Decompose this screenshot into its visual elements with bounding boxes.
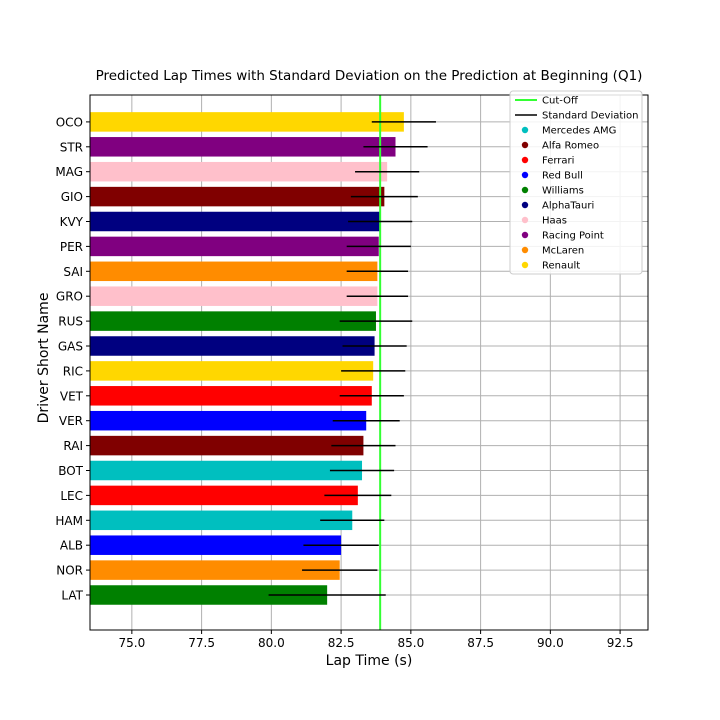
bar-ver bbox=[90, 410, 367, 431]
bar-alb bbox=[90, 535, 342, 555]
bar-mag bbox=[90, 161, 388, 182]
legend-swatch-mercedes-amg bbox=[521, 126, 529, 134]
bar-nor bbox=[90, 560, 340, 580]
y-tick-label: NOR bbox=[56, 564, 83, 578]
y-tick-label: GIO bbox=[61, 190, 83, 204]
legend-team-label: Alfa Romeo bbox=[542, 141, 599, 152]
x-tick-label: 80.0 bbox=[258, 636, 285, 650]
legend-swatch-mclaren bbox=[521, 246, 529, 254]
bar-bot bbox=[90, 460, 363, 481]
bar-rus bbox=[90, 311, 376, 331]
plot-frame bbox=[89, 94, 649, 631]
y-tick-label: MAG bbox=[55, 165, 83, 179]
bar-sai bbox=[90, 261, 378, 282]
y-tick-label: VER bbox=[59, 414, 83, 428]
legend-team-label: McLaren bbox=[542, 246, 584, 257]
legend-swatch-red-bull bbox=[521, 171, 529, 179]
x-tick-label: 77.5 bbox=[188, 636, 215, 650]
legend-swatch-williams bbox=[521, 186, 529, 194]
legend-team-label: Renault bbox=[542, 261, 580, 272]
bar-oco bbox=[90, 112, 404, 132]
bar-vet bbox=[90, 386, 372, 406]
bar-lat bbox=[90, 585, 328, 605]
x-tick-label: 92.5 bbox=[607, 636, 634, 650]
y-tick-label: BOT bbox=[58, 464, 83, 478]
legend: Cut-Off Standard Deviation Mercedes AMG A… bbox=[509, 90, 643, 275]
legend-team-label: Haas bbox=[542, 216, 567, 227]
legend-swatch-ferrari bbox=[521, 156, 529, 164]
bars bbox=[90, 112, 404, 605]
legend-swatch-alphatauri bbox=[521, 201, 529, 209]
y-tick-label: RIC bbox=[63, 364, 83, 378]
legend-std-label: Standard Deviation bbox=[542, 111, 639, 122]
bar-ric bbox=[90, 361, 374, 381]
legend-box bbox=[509, 90, 643, 275]
bar-per bbox=[90, 236, 379, 257]
y-tick-label: VET bbox=[60, 389, 84, 403]
x-tick-label: 75.0 bbox=[118, 636, 145, 650]
bar-gio bbox=[90, 186, 385, 207]
x-axis-label: Lap Time (s) bbox=[326, 653, 413, 669]
y-tick-label: RAI bbox=[63, 439, 83, 453]
legend-swatch-racing-point bbox=[521, 231, 529, 239]
legend-teams: Mercedes AMG Alfa Romeo Ferrari Red Bull Wil… bbox=[521, 126, 616, 272]
x-tick-label: 82.5 bbox=[328, 636, 355, 650]
bar-ham bbox=[90, 510, 353, 531]
y-tick-label: GAS bbox=[58, 340, 83, 354]
bar-kvy bbox=[90, 211, 381, 232]
legend-team-label: Racing Point bbox=[542, 231, 604, 242]
bar-lec bbox=[90, 485, 358, 506]
legend-team-label: Williams bbox=[542, 186, 584, 197]
legend-swatch-renault bbox=[521, 261, 529, 269]
legend-team-label: AlphaTauri bbox=[542, 201, 594, 212]
y-axis-label: Driver Short Name bbox=[36, 293, 52, 424]
legend-team-label: Red Bull bbox=[542, 171, 583, 182]
y-tick-label: PER bbox=[60, 240, 83, 254]
legend-swatch-alfa-romeo bbox=[521, 141, 529, 149]
x-tick-label: 87.5 bbox=[467, 636, 494, 650]
x-axis-ticks: 75.0 77.5 80.0 82.5 85.0 87.5 90.0 92.5 bbox=[118, 630, 633, 650]
y-tick-label: LAT bbox=[61, 589, 83, 603]
bar-gro bbox=[90, 286, 378, 306]
y-tick-label: STR bbox=[60, 140, 83, 154]
legend-swatch-haas bbox=[521, 216, 529, 224]
y-tick-label: GRO bbox=[56, 290, 83, 304]
bar-gas bbox=[90, 336, 375, 356]
x-tick-label: 90.0 bbox=[537, 636, 564, 650]
y-tick-label: LEC bbox=[60, 489, 83, 503]
y-tick-label: RUS bbox=[58, 315, 83, 329]
bar-str bbox=[90, 137, 396, 157]
legend-team-label: Mercedes AMG bbox=[542, 126, 616, 137]
y-tick-label: OCO bbox=[56, 115, 83, 129]
y-tick-label: SAI bbox=[63, 265, 83, 279]
x-tick-label: 85.0 bbox=[397, 636, 424, 650]
chart-title: Predicted Lap Times with Standard Deviat… bbox=[96, 68, 643, 84]
y-axis-ticks: LAT NOR ALB HAM LEC BOT RAI VER VET RIC GAS RUS GRO S… bbox=[55, 115, 90, 603]
bar-rai bbox=[90, 435, 364, 456]
error-bars bbox=[268, 121, 436, 596]
y-tick-label: HAM bbox=[55, 514, 83, 528]
legend-cutoff-label: Cut-Off bbox=[542, 96, 579, 107]
y-tick-label: KVY bbox=[60, 215, 84, 229]
y-tick-label: ALB bbox=[60, 539, 83, 553]
legend-team-label: Ferrari bbox=[542, 156, 574, 167]
